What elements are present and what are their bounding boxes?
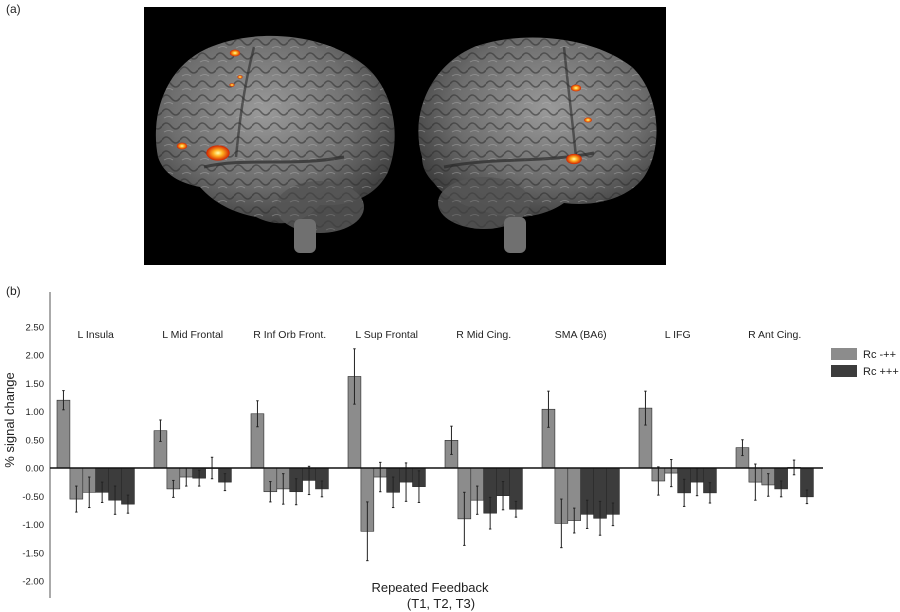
bar-chart: 2.50 2.00 1.50 1.00 0.50 0.00 -0.50 -1.00 -1.50 -… [2,292,899,611]
legend-label: Rc +++ [863,366,899,378]
panel-b-label: (b) [6,284,21,298]
bar [56,399,71,469]
bar-group [250,400,329,506]
y-tick-label: -1.50 [22,548,44,559]
legend-label: Rc -++ [863,349,896,361]
region-label: L Insula [78,329,115,341]
region-label: SMA (BA6) [555,329,607,341]
y-tick-label: -2.00 [22,577,44,588]
bar-group [153,419,232,498]
legend: Rc -++ Rc +++ [831,348,899,378]
bar-group [735,439,814,505]
mid-frontal-spot-2-icon [229,83,235,87]
bar-group [444,425,523,546]
region-labels: L Insula L Mid Frontal R Inf Orb Front. L S… [78,329,802,341]
y-tick-label: 0.50 [26,435,45,446]
bar-group [541,390,620,549]
legend-swatch [831,348,857,360]
bar-group [638,390,717,507]
region-label: L Sup Frontal [355,329,418,341]
panel-a-label: (a) [6,2,21,16]
region-label: L Mid Frontal [162,329,223,341]
mid-frontal-spot-1-icon [237,75,243,79]
y-tick-label: -0.50 [22,492,44,503]
y-tick-label: 2.50 [26,322,45,333]
region-label: R Mid Cing. [456,329,511,341]
right-hemisphere-render [418,37,657,253]
ant-cing-spot-icon [584,117,592,123]
brain-render-panel [144,7,666,265]
y-axis-title: % signal change [2,372,17,467]
left-hemisphere-render [155,35,395,253]
superior-frontal-spot-icon [229,49,241,57]
y-tick-label: -1.00 [22,520,44,531]
region-label: R Ant Cing. [748,329,801,341]
ifg-spot-icon [566,153,582,165]
x-axis-subtitle: (T1, T2, T3) [407,596,475,611]
legend-swatch [831,365,857,377]
y-tick-label: 2.00 [26,351,45,362]
region-label: L IFG [665,329,691,341]
bar-groups [56,348,814,562]
brain-render-svg [155,35,657,253]
sma-spot-icon [570,84,582,92]
x-axis-title: Repeated Feedback [371,580,489,595]
y-axis: 2.50 2.00 1.50 1.00 0.50 0.00 -0.50 -1.00 -1.50 -… [22,292,51,598]
region-label: R Inf Orb Front. [253,329,326,341]
y-tick-label: 1.00 [26,407,45,418]
y-tick-label: 1.50 [26,379,45,390]
y-tick-label: 0.00 [26,464,45,475]
insula-spot-icon [206,145,230,161]
bar-group [56,390,135,515]
bar-group [347,348,426,562]
activation-blobs [176,49,592,165]
inf-orb-frontal-spot-icon [176,142,188,150]
